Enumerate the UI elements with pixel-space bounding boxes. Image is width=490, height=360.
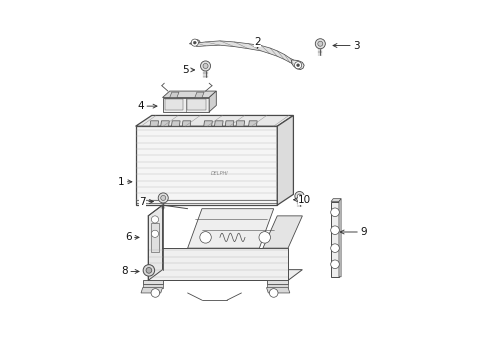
Text: 6: 6 <box>125 232 139 242</box>
Circle shape <box>203 63 208 68</box>
Circle shape <box>259 231 270 243</box>
Circle shape <box>200 61 211 71</box>
Text: 3: 3 <box>333 41 360 50</box>
Polygon shape <box>161 121 170 126</box>
Circle shape <box>270 289 278 297</box>
Polygon shape <box>292 60 304 69</box>
Polygon shape <box>209 91 216 112</box>
Polygon shape <box>196 41 294 64</box>
Circle shape <box>296 64 299 67</box>
Circle shape <box>200 231 211 243</box>
Circle shape <box>331 226 339 234</box>
Polygon shape <box>267 280 288 284</box>
Polygon shape <box>182 121 191 126</box>
Circle shape <box>331 244 339 252</box>
Text: 7: 7 <box>140 197 153 207</box>
Polygon shape <box>136 116 294 126</box>
Polygon shape <box>150 121 159 126</box>
Polygon shape <box>141 288 163 293</box>
Circle shape <box>194 41 196 44</box>
Polygon shape <box>204 121 212 126</box>
Polygon shape <box>248 121 257 126</box>
Text: 8: 8 <box>122 266 139 276</box>
Text: 5: 5 <box>182 65 195 75</box>
Text: 2: 2 <box>254 37 261 48</box>
Polygon shape <box>148 248 288 280</box>
Polygon shape <box>190 40 200 45</box>
Circle shape <box>143 265 155 276</box>
Polygon shape <box>263 216 302 248</box>
Polygon shape <box>188 209 274 248</box>
Circle shape <box>146 267 152 273</box>
Circle shape <box>161 195 166 201</box>
Polygon shape <box>136 126 277 205</box>
Polygon shape <box>143 284 163 288</box>
Ellipse shape <box>177 272 205 276</box>
Polygon shape <box>277 116 294 205</box>
Polygon shape <box>170 92 179 98</box>
Polygon shape <box>148 270 302 280</box>
Circle shape <box>151 216 159 223</box>
Text: 9: 9 <box>340 227 367 237</box>
Circle shape <box>151 289 160 297</box>
Polygon shape <box>195 92 204 98</box>
Polygon shape <box>331 202 339 277</box>
Circle shape <box>318 41 323 46</box>
Bar <box>151 223 159 252</box>
Polygon shape <box>166 99 183 110</box>
Polygon shape <box>148 205 163 280</box>
Circle shape <box>331 260 339 269</box>
Circle shape <box>294 62 302 69</box>
Polygon shape <box>163 98 209 112</box>
Polygon shape <box>339 199 341 277</box>
Circle shape <box>297 194 302 198</box>
Circle shape <box>315 39 325 49</box>
Text: 4: 4 <box>138 101 157 111</box>
Text: 10: 10 <box>294 195 311 205</box>
Circle shape <box>191 39 198 46</box>
Text: DELPHI: DELPHI <box>211 171 229 176</box>
Polygon shape <box>331 199 341 202</box>
Polygon shape <box>163 268 286 277</box>
Polygon shape <box>163 91 216 98</box>
Circle shape <box>295 192 304 201</box>
Polygon shape <box>172 121 180 126</box>
Polygon shape <box>236 121 245 126</box>
Circle shape <box>331 208 339 217</box>
Text: 1: 1 <box>118 177 132 187</box>
Ellipse shape <box>202 272 238 277</box>
Polygon shape <box>267 284 288 288</box>
Circle shape <box>158 193 168 203</box>
Polygon shape <box>143 280 163 284</box>
Polygon shape <box>187 99 206 110</box>
Polygon shape <box>267 288 290 293</box>
Polygon shape <box>215 121 223 126</box>
Circle shape <box>151 230 159 237</box>
Polygon shape <box>225 121 234 126</box>
